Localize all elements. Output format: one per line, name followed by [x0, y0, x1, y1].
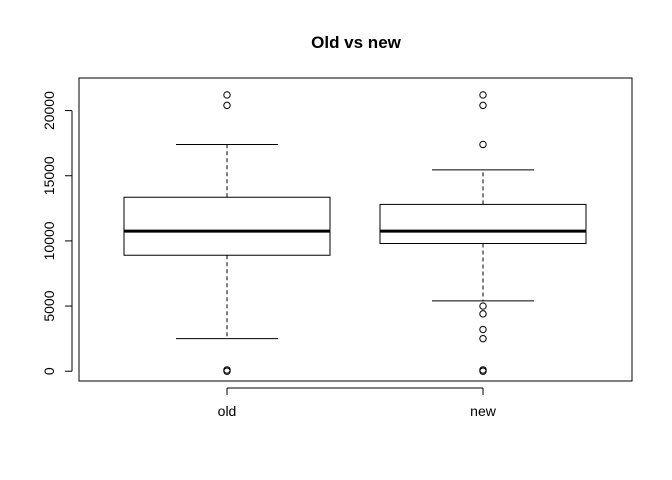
outlier-point — [223, 101, 231, 110]
iqr-box — [123, 196, 331, 256]
x-tick-label: new — [470, 403, 497, 419]
outlier-point — [479, 334, 487, 343]
y-tick-label: 5000 — [41, 290, 57, 321]
box-new — [379, 91, 587, 375]
x-axis: old new — [218, 387, 497, 419]
outlier-point — [479, 91, 487, 99]
outlier-point — [479, 367, 487, 375]
y-tick-label: 0 — [41, 367, 57, 375]
chart-title: Old vs new — [311, 33, 402, 52]
box-old — [123, 91, 331, 375]
x-tick-label: old — [218, 403, 237, 419]
outlier-point — [223, 91, 231, 99]
y-tick-label: 20000 — [41, 91, 57, 130]
y-axis: 0 5000 10000 15000 20000 — [41, 91, 73, 375]
y-tick-label: 15000 — [41, 156, 57, 195]
outlier-point — [479, 101, 487, 110]
outlier-point — [479, 140, 487, 149]
outlier-point — [479, 310, 487, 318]
boxes — [123, 91, 587, 375]
outlier-point — [479, 302, 487, 310]
outlier-point — [479, 325, 487, 334]
outlier-point — [223, 367, 231, 375]
y-tick-label: 10000 — [41, 221, 57, 260]
plot-frame — [78, 77, 633, 382]
iqr-box — [379, 203, 587, 245]
